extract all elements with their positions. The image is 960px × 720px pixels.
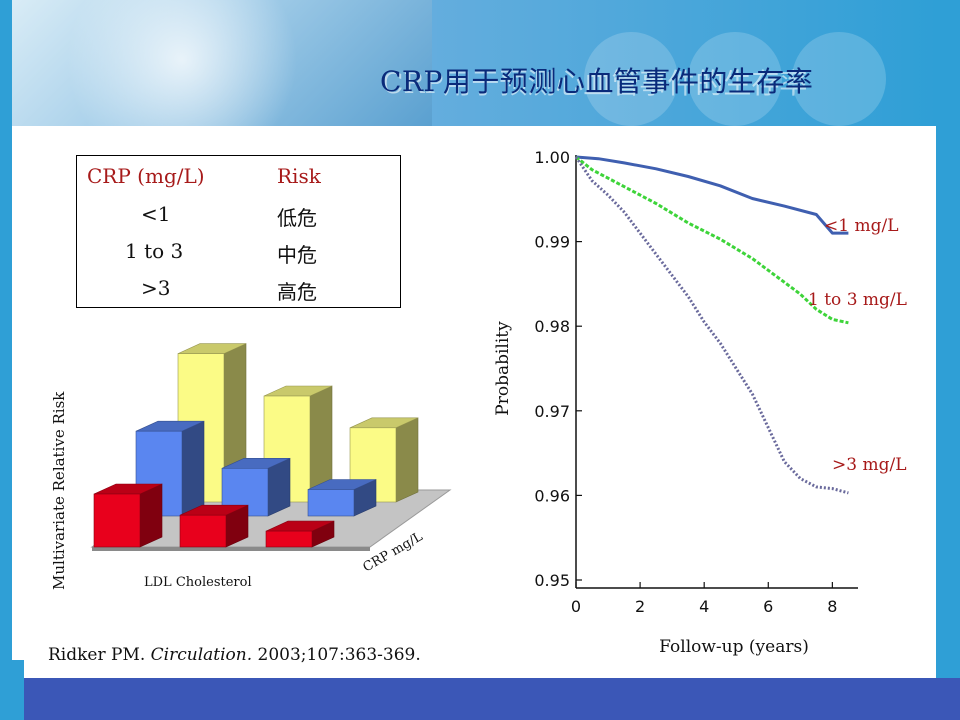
citation-journal: Circulation. <box>150 645 253 665</box>
decorative-circle-3 <box>792 32 886 126</box>
y-tick-label: 0.97 <box>534 402 570 421</box>
survival-chart: 0.95 0.96 0.97 0.98 0.99 1.00 0 2 4 6 8 Follow-up (… <box>493 148 907 657</box>
citation-details: 2003;107:363-369. <box>252 645 421 665</box>
bar-side <box>181 420 205 517</box>
crp-risk-table: CRP (mg/L) Risk <1 低危 1 to 3 中危 >3 高危 <box>76 155 401 308</box>
series-label: 1 to 3 mg/L <box>808 290 907 310</box>
row-risk: 低危 <box>277 206 317 230</box>
header-crp: CRP (mg/L) <box>87 164 205 188</box>
row-crp: >3 <box>141 276 171 300</box>
y-axis-label: Multivariate Relative Risk <box>50 391 68 590</box>
series-label: <1 mg/L <box>824 216 898 236</box>
row-risk: 中危 <box>277 243 317 267</box>
x-tick-label: 0 <box>571 597 581 616</box>
slide-title: CRP用于预测心血管事件的生存率 <box>380 65 814 98</box>
series-label: >3 mg/L <box>832 455 906 475</box>
left-frame <box>0 0 12 720</box>
chart-floor-edge <box>92 547 370 551</box>
bar-side <box>395 417 419 503</box>
y-tick-label: 0.95 <box>534 571 570 590</box>
banner-highlight <box>52 0 312 126</box>
x-tick-label: 6 <box>763 597 773 616</box>
x-axis-label: Follow-up (years) <box>659 637 809 657</box>
bar <box>179 514 227 548</box>
x-tick-label: 4 <box>699 597 709 616</box>
slide-title-shadow: CRP用于预测心血管事件的生存率 <box>382 67 808 100</box>
bar <box>93 493 141 548</box>
row-crp: <1 <box>141 202 171 226</box>
row-risk: 高危 <box>277 280 317 304</box>
y-tick-label: 0.99 <box>534 233 570 252</box>
bar <box>265 530 313 548</box>
bottom-corner <box>0 660 24 720</box>
header-banner <box>12 0 936 126</box>
y-tick-label: 0.96 <box>534 486 570 505</box>
y-tick-label: 0.98 <box>534 317 570 336</box>
bottom-bar <box>0 678 960 720</box>
series-line <box>575 155 849 235</box>
x-tick-label: 8 <box>827 597 837 616</box>
decorative-circle-1 <box>584 32 678 126</box>
bar <box>307 489 355 517</box>
series-line <box>574 156 849 495</box>
right-frame <box>936 0 960 720</box>
citation-authors: Ridker PM. <box>48 645 151 665</box>
row-crp: 1 to 3 <box>125 239 184 263</box>
bar-side <box>139 483 163 548</box>
y-tick-label: 1.00 <box>534 148 570 167</box>
citation: Ridker PM. Circulation. 2003;107:363-369… <box>48 645 421 665</box>
header-risk: Risk <box>277 164 321 188</box>
y-axis-label: Probability <box>493 321 513 416</box>
3d-bar-chart: Multivariate Relative Risk LDL Cholestero… <box>50 343 452 590</box>
decorative-circle-2 <box>688 32 782 126</box>
x-tick-label: 2 <box>635 597 645 616</box>
x-axis-label: LDL Cholesterol <box>144 575 252 590</box>
series-line <box>575 155 849 325</box>
